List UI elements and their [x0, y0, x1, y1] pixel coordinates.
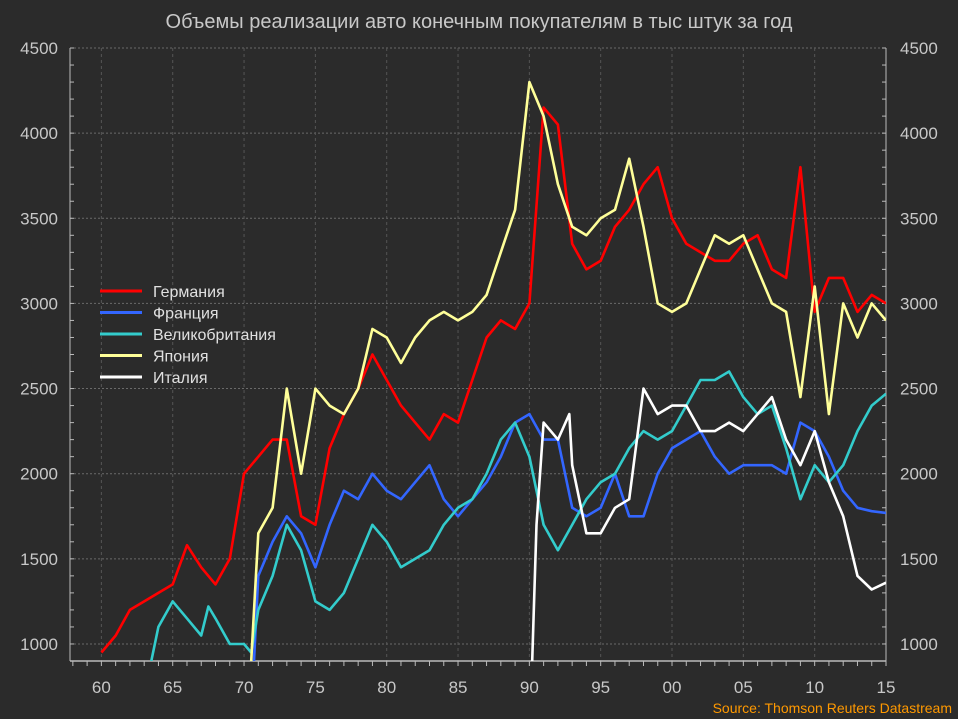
series-line-2 — [150, 370, 886, 661]
legend-label: Италия — [153, 370, 207, 387]
y-tick-label-left: 2500 — [20, 380, 58, 399]
legend-label: Япония — [153, 349, 209, 366]
y-tick-label-right: 1000 — [900, 635, 938, 654]
legend-label: Великобритания — [153, 327, 276, 344]
series-line-4 — [530, 387, 886, 661]
y-tick-label-right: 1500 — [900, 550, 938, 569]
x-tick-label: 95 — [591, 678, 610, 697]
y-tick-label-right: 4500 — [900, 39, 938, 58]
series-line-1 — [252, 412, 886, 661]
series-line-3 — [249, 80, 886, 661]
y-tick-label-left: 1500 — [20, 550, 58, 569]
y-tick-label-left: 4000 — [20, 124, 58, 143]
x-tick-label: 70 — [235, 678, 254, 697]
legend-label: Германия — [153, 284, 225, 301]
y-tick-label-right: 3000 — [900, 294, 938, 313]
y-tick-label-right: 3500 — [900, 209, 938, 228]
x-tick-label: 90 — [520, 678, 539, 697]
y-tick-label-left: 3000 — [20, 294, 58, 313]
source-note: Source: Thomson Reuters Datastream — [713, 700, 952, 716]
legend-label: Франция — [153, 306, 219, 323]
x-tick-label: 75 — [306, 678, 325, 697]
grid — [70, 47, 887, 661]
chart-title: Объемы реализации авто конечным покупате… — [166, 11, 793, 33]
x-tick-label: 00 — [663, 678, 682, 697]
x-tick-label: 15 — [877, 678, 896, 697]
y-tick-label-left: 1000 — [20, 635, 58, 654]
y-tick-label-right: 2500 — [900, 380, 938, 399]
x-tick-label: 05 — [734, 678, 753, 697]
x-tick-label: 10 — [805, 678, 824, 697]
series-lines — [100, 80, 886, 661]
x-tick-label: 85 — [449, 678, 468, 697]
y-tick-label-left: 2000 — [20, 465, 58, 484]
y-tick-label-right: 4000 — [900, 124, 938, 143]
x-tick-label: 80 — [377, 678, 396, 697]
y-tick-label-left: 3500 — [20, 209, 58, 228]
legend: Германия Франция Великобритания Япония Итали… — [100, 284, 276, 387]
y-tick-label-left: 4500 — [20, 39, 58, 58]
series-line-0 — [100, 106, 886, 654]
y-tick-label-right: 2000 — [900, 465, 938, 484]
x-tick-label: 65 — [163, 678, 182, 697]
x-tick-label: 60 — [92, 678, 111, 697]
